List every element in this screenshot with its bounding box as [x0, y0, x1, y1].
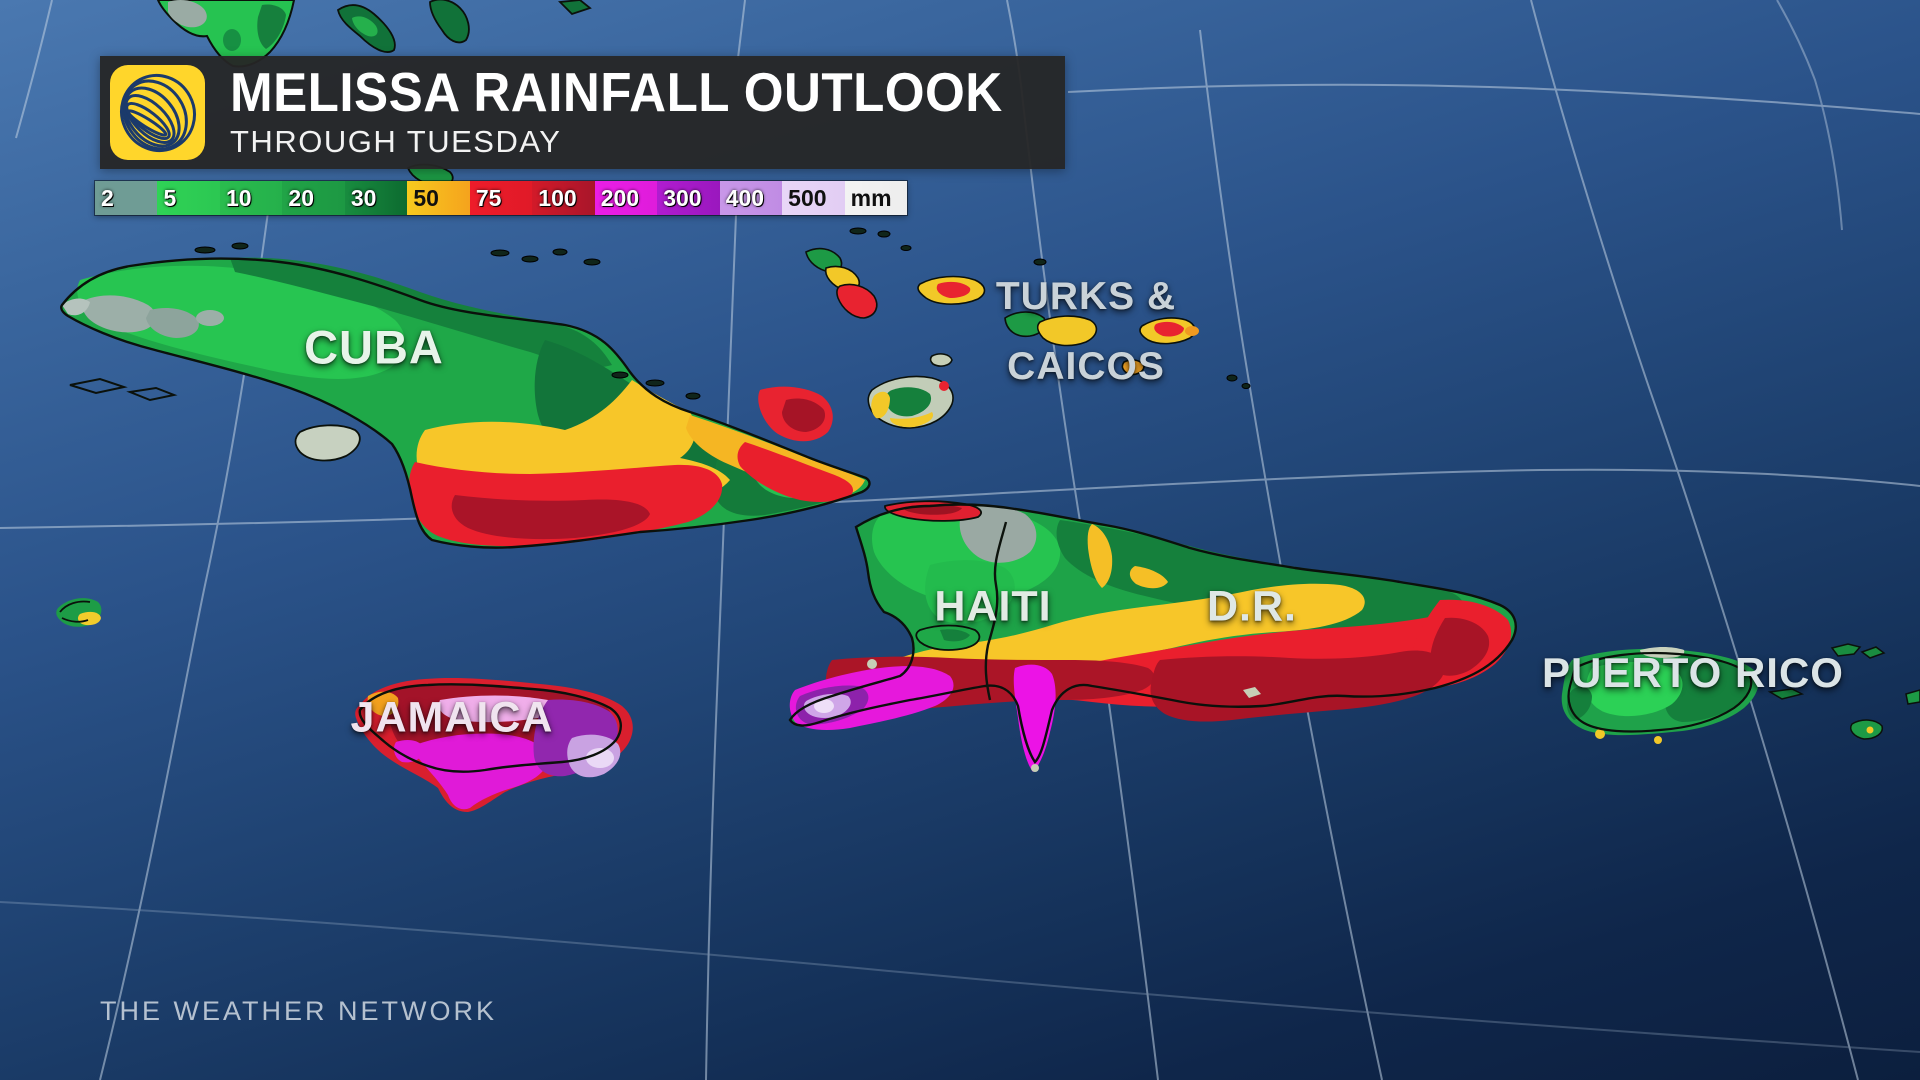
- watermark: THE WEATHER NETWORK: [100, 996, 497, 1026]
- legend-cell-50: 50: [407, 181, 470, 215]
- map-label-turks-line1: TURKS &: [995, 275, 1177, 318]
- page-title: MELISSA RAINFALL OUTLOOK: [230, 61, 1003, 123]
- hispaniola-landmass: [788, 500, 1517, 772]
- cayman-island: [56, 598, 102, 627]
- map-label-cuba: CUBA: [304, 320, 444, 374]
- weather-network-globe-icon: [119, 73, 196, 152]
- legend-cell-10: 10: [219, 181, 283, 215]
- page-subtitle: THROUGH TUESDAY: [230, 123, 562, 159]
- haiti-dr-border: [984, 521, 1008, 701]
- legend-cell-200: 200: [594, 181, 658, 215]
- map-label-puerto-rico: PUERTO RICO: [1542, 649, 1844, 696]
- title-card: MELISSA RAINFALL OUTLOOK THROUGH TUESDAY: [100, 56, 1065, 169]
- jamaica-landmass: [355, 677, 633, 812]
- map-label-dr: D.R.: [1207, 582, 1297, 631]
- puerto-rico-landmass: [1561, 643, 1920, 744]
- legend-cell-5: 5: [157, 181, 220, 215]
- map-label-jamaica: JAMAICA: [350, 693, 554, 742]
- legend-cell-30: 30: [344, 181, 408, 215]
- legend-cell-400: 400: [719, 181, 783, 215]
- florida-landmass: [156, 0, 296, 68]
- legend-cell-300: 300: [657, 181, 720, 215]
- legend-cell-20: 20: [282, 181, 345, 215]
- legend-cell-500: 500: [782, 181, 845, 215]
- rainfall-legend: 2 5 10 20 30 50 75 100 200 300 400 500 mm: [95, 181, 908, 215]
- bahamas-islands: [336, 0, 592, 187]
- legend-cell-75: 75: [469, 181, 533, 215]
- legend-cell-mm: mm: [844, 181, 908, 215]
- turks-caicos-islands: [805, 227, 1251, 429]
- map-label-haiti: HAITI: [934, 582, 1052, 631]
- legend-cell-2: 2: [95, 181, 158, 215]
- cuba-landmass: [60, 242, 871, 549]
- weather-network-logo: [110, 65, 205, 160]
- legend-cell-100: 100: [532, 181, 595, 215]
- map-label-turks-line2: CAICOS: [1007, 345, 1165, 388]
